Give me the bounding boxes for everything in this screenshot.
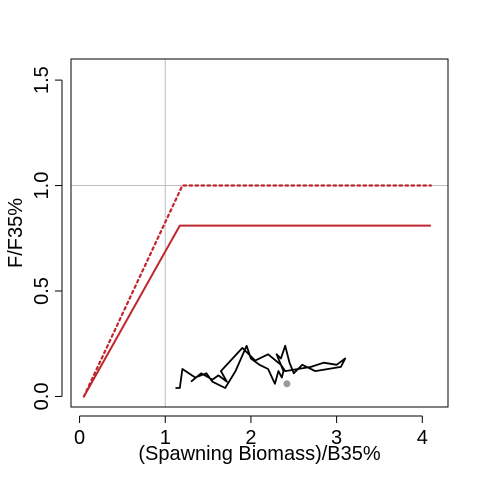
- y-axis: 0.0 0.5 1.0 1.5: [31, 66, 63, 411]
- y-tick-label: 1.0: [31, 172, 53, 200]
- x-tick-label: 0: [74, 427, 85, 449]
- series-line-3: [175, 344, 347, 389]
- x-axis: 0 1 2 3 4: [74, 415, 428, 449]
- series-line-1: [82, 184, 432, 398]
- series-layer: [82, 184, 432, 398]
- x-tick-label: 2: [245, 427, 256, 449]
- plot-frame: [70, 58, 449, 408]
- x-axis-title: (Spawning Biomass)/B35%: [138, 443, 381, 465]
- points-layer: [283, 380, 291, 388]
- y-axis-title: F/F35%: [5, 198, 27, 268]
- series-line-2: [83, 224, 431, 397]
- x-tick-label: 4: [417, 427, 428, 449]
- x-tick-label: 3: [331, 427, 342, 449]
- y-tick-label: 0.0: [31, 383, 53, 411]
- data-point-1: [283, 380, 291, 388]
- y-tick-label: 0.5: [31, 277, 53, 305]
- x-tick-label: 1: [160, 427, 171, 449]
- reference-lines: [71, 59, 448, 407]
- y-tick-label: 1.5: [31, 66, 53, 94]
